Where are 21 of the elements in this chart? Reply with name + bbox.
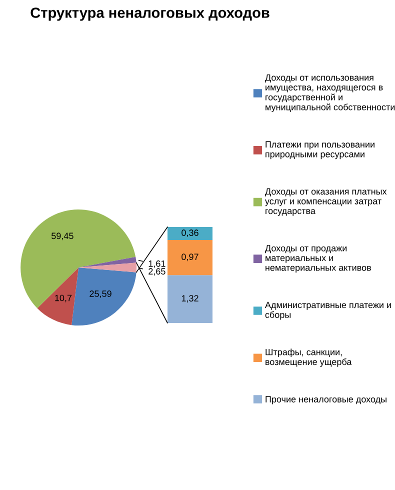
data-label: 0,97 xyxy=(182,254,198,262)
legend-label: Прочие неналоговые доходы xyxy=(266,396,386,404)
data-label: 2,65 xyxy=(148,268,166,276)
data-label: 10,7 xyxy=(55,294,72,302)
chart-title: Структура неналоговых доходов xyxy=(30,8,270,21)
data-label: 25,59 xyxy=(90,290,112,298)
legend-label: Административные платежи и сборы xyxy=(264,302,391,320)
pie-slice xyxy=(78,262,137,272)
data-label: 59,45 xyxy=(52,232,74,240)
pie-slice xyxy=(72,268,136,326)
pie-slice xyxy=(37,268,79,326)
legend-label: Доходы от продажи материальных и нематериальных активов xyxy=(265,245,371,273)
legend-label: Доходы от оказания платных услуг и компенсации затрат государства xyxy=(264,188,387,216)
pie-slice xyxy=(78,256,136,268)
data-label: 1,61 xyxy=(148,260,166,268)
legend-label: Штрафы, санкции, возмещение ущерба xyxy=(266,348,352,367)
data-label: 1,32 xyxy=(182,295,198,303)
legend-label: Доходы от использования имущества, находящегося в государственной и муниципальной собственности xyxy=(265,74,395,112)
data-label: 0,36 xyxy=(182,230,198,238)
pie-slice xyxy=(20,210,136,308)
legend-label: Платежи при пользовании природными ресурсами xyxy=(266,141,374,160)
